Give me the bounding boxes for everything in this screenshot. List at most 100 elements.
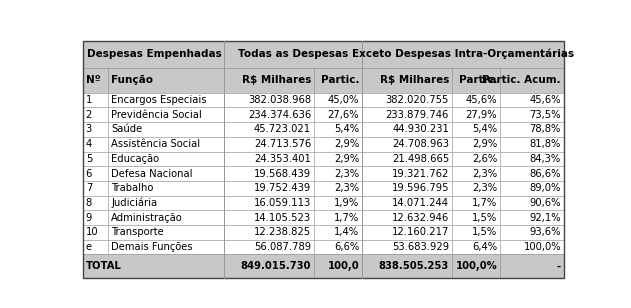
Bar	[83, 41, 224, 68]
Text: 2,3%: 2,3%	[472, 183, 497, 193]
Bar	[500, 122, 564, 137]
Bar	[500, 166, 564, 181]
Text: 24.713.576: 24.713.576	[254, 139, 311, 149]
Text: Despesas Empenhadas: Despesas Empenhadas	[86, 49, 221, 59]
Text: 100,0%: 100,0%	[524, 242, 561, 252]
Text: 19.596.795: 19.596.795	[391, 183, 449, 193]
Bar	[108, 166, 224, 181]
Bar	[452, 107, 500, 122]
Bar	[500, 181, 564, 196]
Bar	[224, 166, 314, 181]
Text: 2: 2	[86, 110, 92, 120]
Text: 89,0%: 89,0%	[529, 183, 561, 193]
Text: Todas as Despesas: Todas as Despesas	[238, 49, 348, 59]
Bar	[224, 137, 314, 152]
Bar	[83, 137, 108, 152]
Bar	[224, 181, 314, 196]
Bar	[83, 166, 108, 181]
Text: Previdência Social: Previdência Social	[111, 110, 202, 120]
Text: R$ Milhares: R$ Milhares	[380, 75, 449, 85]
Bar	[83, 68, 108, 93]
Text: 3: 3	[86, 124, 92, 135]
Text: Saúde: Saúde	[111, 124, 143, 135]
Bar	[452, 254, 500, 278]
Bar	[224, 210, 314, 225]
Text: 53.683.929: 53.683.929	[392, 242, 449, 252]
Bar	[452, 181, 500, 196]
Bar	[452, 93, 500, 107]
Text: 5,4%: 5,4%	[334, 124, 360, 135]
Text: 5,4%: 5,4%	[472, 124, 497, 135]
Bar	[108, 152, 224, 166]
Bar	[108, 240, 224, 254]
Bar	[314, 196, 362, 210]
Text: 24.708.963: 24.708.963	[392, 139, 449, 149]
Bar	[224, 93, 314, 107]
Text: 19.752.439: 19.752.439	[254, 183, 311, 193]
Bar	[314, 137, 362, 152]
Text: 45,6%: 45,6%	[529, 95, 561, 105]
Bar	[224, 122, 314, 137]
Text: 233.879.746: 233.879.746	[386, 110, 449, 120]
Bar	[224, 107, 314, 122]
Bar	[83, 196, 108, 210]
Bar	[500, 107, 564, 122]
Text: 27,9%: 27,9%	[466, 110, 497, 120]
Text: 100,0: 100,0	[327, 261, 360, 271]
Text: Partic. Acum.: Partic. Acum.	[483, 75, 561, 85]
Text: 92,1%: 92,1%	[529, 213, 561, 223]
Text: 73,5%: 73,5%	[529, 110, 561, 120]
Bar	[83, 152, 108, 166]
Text: 4: 4	[86, 139, 92, 149]
Text: 2,9%: 2,9%	[334, 139, 360, 149]
Bar	[452, 240, 500, 254]
Text: 382.038.968: 382.038.968	[248, 95, 311, 105]
Text: 1,5%: 1,5%	[472, 227, 497, 237]
Bar	[83, 93, 108, 107]
Text: 9: 9	[86, 213, 92, 223]
Text: 6,4%: 6,4%	[472, 242, 497, 252]
Text: 2,3%: 2,3%	[472, 168, 497, 179]
Bar	[108, 68, 224, 93]
Text: 6,6%: 6,6%	[334, 242, 360, 252]
Bar	[452, 166, 500, 181]
Text: 90,6%: 90,6%	[529, 198, 561, 208]
Bar	[314, 240, 362, 254]
Bar	[500, 225, 564, 240]
Bar	[224, 68, 314, 93]
Bar	[362, 240, 452, 254]
Bar	[500, 196, 564, 210]
Bar	[314, 122, 362, 137]
Text: 1,5%: 1,5%	[472, 213, 497, 223]
Text: e: e	[86, 242, 92, 252]
Text: 10: 10	[86, 227, 98, 237]
Text: 16.059.113: 16.059.113	[254, 198, 311, 208]
Text: 2,9%: 2,9%	[472, 139, 497, 149]
Bar	[83, 240, 108, 254]
Bar	[314, 225, 362, 240]
Text: 234.374.636: 234.374.636	[248, 110, 311, 120]
Bar	[83, 107, 108, 122]
Text: 849.015.730: 849.015.730	[240, 261, 311, 271]
Bar	[314, 166, 362, 181]
Text: 5: 5	[86, 154, 92, 164]
Bar	[452, 225, 500, 240]
Text: 45.723.021: 45.723.021	[254, 124, 311, 135]
Bar	[362, 254, 452, 278]
Text: 1,7%: 1,7%	[472, 198, 497, 208]
Text: Função: Função	[111, 75, 153, 85]
Text: Exceto Despesas Intra-Orçamentárias: Exceto Despesas Intra-Orçamentárias	[352, 49, 574, 59]
Text: 2,3%: 2,3%	[334, 183, 360, 193]
Bar	[362, 68, 452, 93]
Text: Defesa Nacional: Defesa Nacional	[111, 168, 192, 179]
Text: 100,0%: 100,0%	[456, 261, 497, 271]
Text: 1: 1	[86, 95, 92, 105]
Bar	[314, 68, 362, 93]
Text: 2,3%: 2,3%	[334, 168, 360, 179]
Text: 2,9%: 2,9%	[334, 154, 360, 164]
Bar	[452, 152, 500, 166]
Text: 84,3%: 84,3%	[530, 154, 561, 164]
Bar	[452, 210, 500, 225]
Bar	[108, 137, 224, 152]
Text: Demais Funções: Demais Funções	[111, 242, 192, 252]
